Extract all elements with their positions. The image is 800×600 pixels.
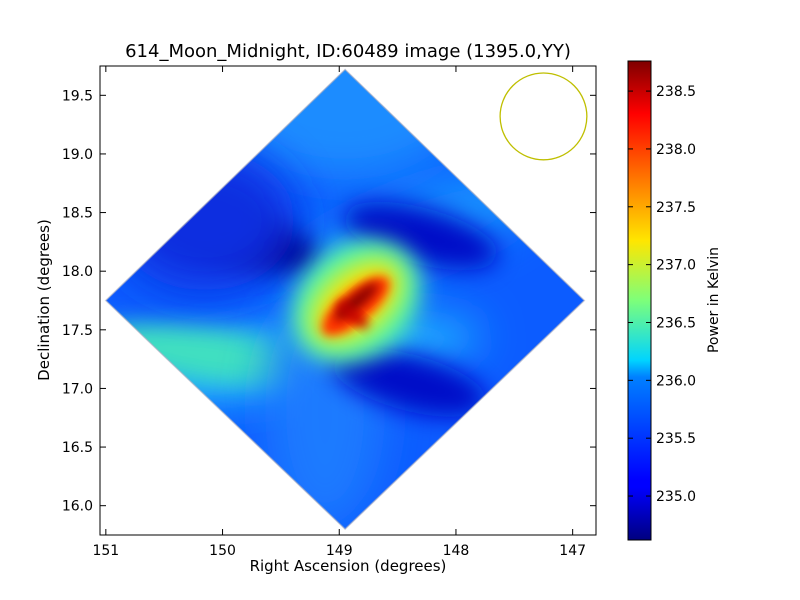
y-tick-label: 17.5	[62, 323, 93, 339]
x-axis: 151 150 149 148 147	[92, 66, 586, 559]
trough-2	[343, 201, 499, 271]
colorbar-tick-label: 237.0	[656, 258, 696, 274]
colorbar-tick-label: 238.5	[656, 84, 696, 100]
colorbar-gradient	[628, 61, 651, 540]
plot-frame	[99, 65, 597, 536]
x-tick-label: 147	[559, 543, 586, 559]
beam-circle	[499, 72, 588, 161]
colorbar-tick-label: 236.0	[656, 373, 696, 389]
y-tick-label: 17.0	[62, 381, 93, 397]
x-axis-label: Right Ascension (degrees)	[250, 557, 447, 575]
y-axis-label: Declination (degrees)	[35, 219, 53, 381]
colorbar-frame	[627, 60, 652, 541]
colorbar-label: Power in Kelvin	[706, 247, 722, 353]
x-tick-label: 151	[92, 543, 119, 559]
colorbar-tick-label: 237.5	[656, 200, 696, 216]
x-tick-label: 150	[209, 543, 236, 559]
colorbar-tick-label: 235.0	[656, 489, 696, 505]
trough-3	[331, 348, 487, 417]
x-tick-label: 148	[443, 543, 470, 559]
y-tick-label: 16.5	[62, 440, 93, 456]
heatmap	[104, 68, 586, 531]
colorbar-tick-label: 235.5	[656, 431, 696, 447]
y-tick-label: 18.0	[62, 264, 93, 280]
y-tick-label: 19.5	[62, 88, 93, 104]
x-tick-label: 149	[326, 543, 353, 559]
y-tick-label: 18.5	[62, 206, 93, 222]
y-tick-label: 16.0	[62, 499, 93, 515]
colorbar-tick-label: 236.5	[656, 315, 696, 331]
colorbar-tick-label: 238.0	[656, 142, 696, 158]
footprint-edge	[104, 68, 586, 531]
y-axis: 16.0 16.5 17.0 17.5 18.0 18.5 19.0 19.5	[62, 88, 596, 515]
y-tick-label: 19.0	[62, 147, 93, 163]
chart-title: 614_Moon_Midnight, ID:60489 image (1395.…	[125, 41, 571, 62]
colorbar: 235.0 235.5 236.0 236.5 237.0 237.5 238.0 238.5…	[627, 60, 722, 541]
